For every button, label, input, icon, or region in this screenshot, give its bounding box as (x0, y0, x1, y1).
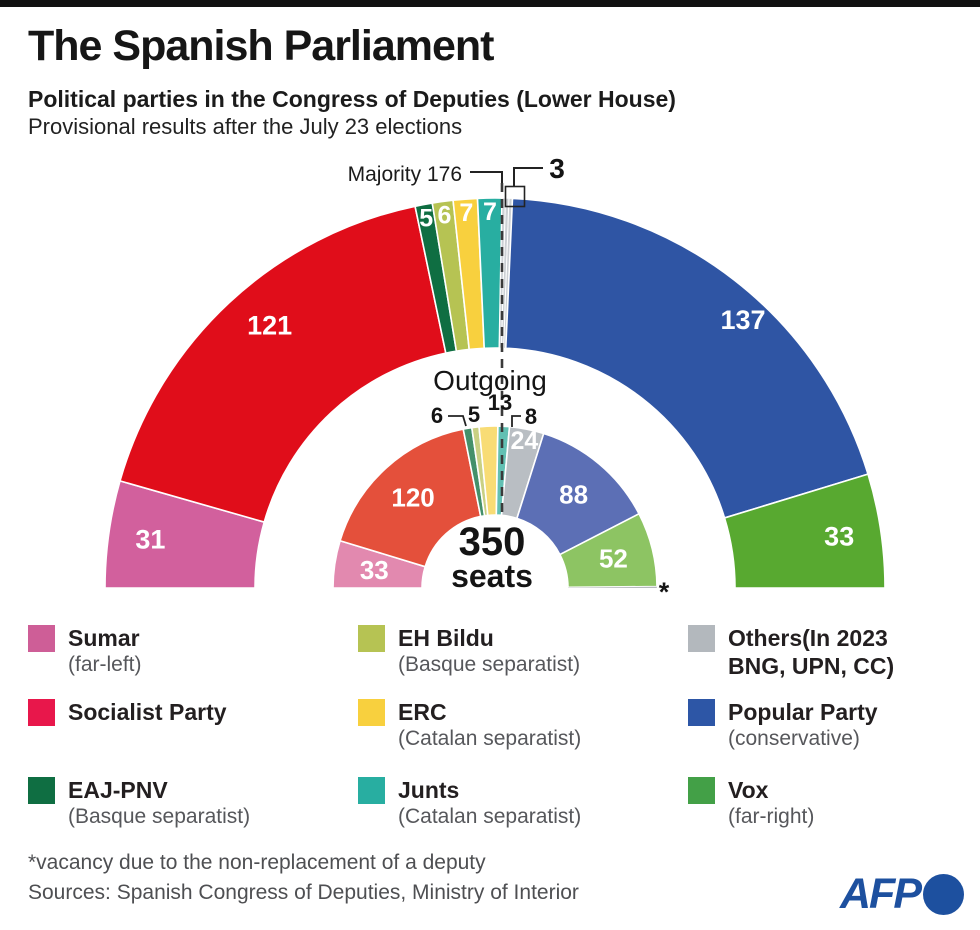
others-callout-label: 3 (549, 153, 565, 184)
legend-item-sumar: Sumar (far-left) (28, 624, 358, 698)
segment-value-outgoing-popular-party: 88 (559, 480, 588, 510)
legend-item-popular-party: Popular Party (conservative) (688, 698, 958, 776)
legend-item-vox: Vox (far-right) (688, 776, 958, 830)
segment-value-outgoing-socialist-party: 120 (391, 483, 434, 513)
legend-swatch-socialist-party (28, 699, 55, 726)
legend-swatch-eh-bildu (358, 625, 385, 652)
center-total-unit: seats (451, 558, 533, 594)
legend-text-sumar: Sumar (far-left) (68, 624, 142, 678)
legend-text-junts: Junts (Catalan separatist) (398, 776, 581, 830)
legend-item-others: Others(In 2023 BNG, UPN, CC) (688, 624, 958, 698)
legend-name-line2: BNG, UPN, CC) (728, 653, 895, 680)
legend-sublabel: (far-left) (68, 653, 142, 677)
legend-sublabel: (conservative) (728, 727, 860, 751)
legend-text-others: Others(In 2023 BNG, UPN, CC) (728, 624, 894, 680)
segment-new-vox (723, 473, 886, 589)
afp-logo-text: AFP (840, 870, 922, 918)
sources: Sources: Spanish Congress of Deputies, M… (28, 881, 579, 904)
segment-value-outgoing-sumar: 33 (360, 555, 389, 585)
callout-pnv-outgoing: 6 (431, 403, 443, 428)
legend-name: EH Bildu (398, 625, 494, 651)
legend-swatch-erc (358, 699, 385, 726)
callout-bildu-outgoing: 5 (468, 402, 480, 427)
callout-junts-line (511, 415, 521, 427)
segment-value-outgoing-vox: 52 (599, 544, 628, 574)
segment-value-outgoing-others: 24 (510, 427, 538, 455)
legend-text-socialist-party: Socialist Party (68, 698, 227, 726)
legend-name: Others(In 2023 (728, 625, 888, 651)
majority-label: Majority 176 (348, 163, 462, 186)
segment-value-new-vox: 33 (824, 522, 854, 552)
afp-logo: AFP (840, 870, 964, 919)
legend-text-erc: ERC (Catalan separatist) (398, 698, 581, 752)
others-callout-bracket (504, 185, 526, 208)
legend-swatch-junts (358, 777, 385, 804)
legend-name: Sumar (68, 625, 140, 651)
segment-value-new-erc: 7 (459, 199, 473, 227)
legend-sublabel: (Catalan separatist) (398, 805, 582, 829)
legend-name: Socialist Party (68, 699, 227, 725)
subtitle: Provisional results after the July 23 el… (28, 114, 463, 139)
legend-swatch-others (688, 625, 715, 652)
segment-value-new-socialist-party: 121 (247, 311, 292, 341)
top-bar (0, 0, 980, 7)
legend-sublabel: (Basque separatist) (68, 805, 251, 829)
legend-item-erc: ERC (Catalan separatist) (358, 698, 688, 776)
segment-new-popular-party (504, 197, 870, 519)
segment-value-new-junts: 7 (483, 198, 497, 226)
subtitle-bold: Political parties in the Congress of Dep… (28, 86, 676, 112)
legend: Sumar (far-left) Socialist Party EAJ-PNV (Ba… (28, 624, 958, 830)
footnote: *vacancy due to the non-replacement of a… (28, 851, 486, 874)
legend-swatch-sumar (28, 625, 55, 652)
legend-sublabel: (Catalan separatist) (398, 727, 582, 751)
segment-value-new-eh-bildu: 6 (438, 201, 452, 229)
vacancy-asterisk: * (659, 577, 670, 607)
page-title: The Spanish Parliament (28, 22, 494, 70)
segment-value-new-sumar: 31 (135, 525, 165, 555)
legend-text-eh-bildu: EH Bildu (Basque separatist) (398, 624, 580, 678)
callout-pnv-line (448, 415, 467, 427)
afp-logo-circle-icon (923, 874, 964, 915)
legend-item-junts: Junts (Catalan separatist) (358, 776, 688, 830)
legend-item-eaj-pnv: EAJ-PNV (Basque separatist) (28, 776, 358, 830)
center-total-value: 350 (459, 520, 526, 564)
majority-connector-line (470, 171, 503, 183)
legend-item-socialist-party: Socialist Party (28, 698, 358, 776)
legend-name: Junts (398, 777, 460, 803)
legend-name: Popular Party (728, 699, 878, 725)
legend-sublabel: (Basque separatist) (398, 653, 581, 677)
segment-outgoing-vacancy (567, 586, 658, 589)
legend-text-vox: Vox (far-right) (728, 776, 814, 830)
legend-item-eh-bildu: EH Bildu (Basque separatist) (358, 624, 688, 698)
segment-value-new-eaj-pnv: 5 (419, 204, 433, 232)
outgoing-ring-label: Outgoing (433, 365, 547, 396)
legend-name: ERC (398, 699, 447, 725)
others-callout-line (513, 167, 543, 186)
legend-name: EAJ-PNV (68, 777, 168, 803)
segment-outgoing-socialist-party (339, 428, 482, 568)
callout-junts-outgoing: 8 (525, 404, 537, 429)
segment-new-socialist-party (119, 205, 447, 524)
legend-text-eaj-pnv: EAJ-PNV (Basque separatist) (68, 776, 250, 830)
legend-text-popular-party: Popular Party (conservative) (728, 698, 878, 752)
legend-swatch-popular-party (688, 699, 715, 726)
callout-erc-outgoing: 13 (488, 390, 512, 415)
legend-sublabel: (far-right) (728, 805, 815, 829)
legend-name: Vox (728, 777, 769, 803)
legend-swatch-eaj-pnv (28, 777, 55, 804)
legend-swatch-vox (688, 777, 715, 804)
segment-value-new-popular-party: 137 (720, 305, 765, 335)
